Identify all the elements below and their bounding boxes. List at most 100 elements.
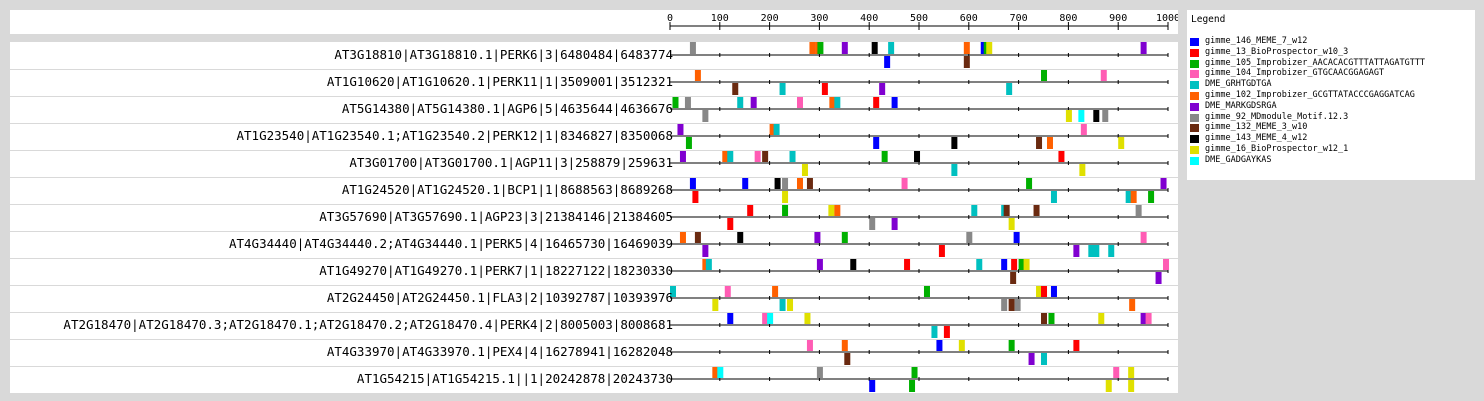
motif-hit-forward: [782, 177, 789, 189]
axis-tick-label: 100: [711, 13, 729, 24]
motif-hit-reverse: [1041, 353, 1048, 365]
legend-swatch: [1190, 124, 1199, 133]
motif-hit-forward: [873, 96, 880, 108]
motif-hit-forward: [684, 96, 691, 108]
motif-hit-forward: [841, 339, 848, 351]
axis-tick-label: 600: [960, 13, 978, 24]
motif-hit-reverse: [1046, 137, 1053, 149]
row-separator: [10, 150, 1178, 151]
motif-hit-forward: [963, 42, 970, 54]
motif-hit-forward: [677, 123, 684, 135]
motif-hit-forward: [1140, 42, 1147, 54]
row-separator: [10, 231, 1178, 232]
motif-hit-forward: [1080, 123, 1087, 135]
sequence-label: AT3G57690|AT3G57690.1|AGP23|3|21384146|2…: [319, 209, 673, 224]
motif-hit-reverse: [931, 326, 938, 338]
motif-hit-forward: [841, 42, 848, 54]
motif-hit-forward: [702, 258, 709, 270]
row-separator: [10, 366, 1178, 367]
motif-hit-reverse: [891, 218, 898, 230]
motif-hit-reverse: [1093, 245, 1100, 257]
motif-hit-forward: [809, 42, 816, 54]
axis-tick-label: 500: [910, 13, 928, 24]
motif-hit-reverse: [1079, 164, 1086, 176]
motif-hit-forward: [834, 96, 841, 108]
motif-hit-forward: [806, 177, 813, 189]
motif-hit-forward: [936, 339, 943, 351]
motif-hit-forward: [901, 177, 908, 189]
motif-hit-forward: [1113, 366, 1120, 378]
row-separator: [10, 69, 1178, 70]
motif-hit-forward: [1073, 339, 1080, 351]
motif-hit-forward: [796, 96, 803, 108]
legend-title: Legend: [1191, 14, 1226, 25]
motif-hit-reverse: [1130, 191, 1137, 203]
motif-hit-reverse: [1105, 380, 1112, 392]
motif-hit-reverse: [1073, 245, 1080, 257]
motif-hit-reverse: [1014, 299, 1021, 311]
motif-hit-reverse: [873, 137, 880, 149]
motif-hit-forward: [1058, 150, 1065, 162]
motif-hit-forward: [737, 231, 744, 243]
motif-hit-reverse: [1028, 353, 1035, 365]
motif-hit-forward: [1041, 69, 1048, 81]
motif-hit-forward: [881, 150, 888, 162]
motif-hit-forward: [796, 177, 803, 189]
motif-hit-reverse: [732, 83, 739, 95]
motif-hit-forward: [1041, 285, 1048, 297]
motif-hit-forward: [1098, 312, 1105, 324]
motif-hit-reverse: [727, 218, 734, 230]
motif-hit-forward: [891, 96, 898, 108]
motif-hit-forward: [747, 204, 754, 216]
axis-tick-label: 800: [1059, 13, 1077, 24]
legend-swatch: [1190, 102, 1199, 111]
legend-swatch: [1190, 92, 1199, 100]
motif-hit-reverse: [821, 83, 828, 95]
sequence-label: AT1G49270|AT1G49270.1|PERK7|1|18227122|1…: [319, 263, 673, 278]
sequence-label: AT4G33970|AT4G33970.1|PEX4|4|16278941|16…: [326, 344, 673, 359]
motif-hit-forward: [829, 96, 836, 108]
motif-hit-forward: [1140, 312, 1147, 324]
sequence-label: AT3G01700|AT3G01700.1|AGP11|3|258879|259…: [349, 155, 673, 170]
motif-hit-forward: [769, 123, 776, 135]
axis-tick-label: 0: [667, 13, 673, 24]
motif-hit-forward: [914, 150, 921, 162]
motif-hit-forward: [722, 150, 729, 162]
legend-label: gimme_146_MEME_7_w12: [1205, 36, 1308, 46]
motif-hit-forward: [727, 150, 734, 162]
motif-hit-reverse: [1008, 218, 1015, 230]
legend-swatch: [1190, 135, 1199, 144]
row-separator: [10, 177, 1178, 178]
motif-hit-forward: [834, 204, 841, 216]
motif-hit-reverse: [909, 380, 916, 392]
motif-hit-reverse: [702, 245, 709, 257]
sequence-label: AT2G24450|AT2G24450.1|FLA3|2|10392787|10…: [326, 290, 673, 305]
sequence-label: AT5G14380|AT5G14380.1|AGP6|5|4635644|463…: [341, 101, 673, 116]
legend-label: gimme_104_Improbizer_GTGCAACGGAGAGT: [1205, 68, 1385, 79]
motif-hit-reverse: [1050, 191, 1057, 203]
motif-hit-reverse: [779, 299, 786, 311]
motif-hit-reverse: [1108, 245, 1115, 257]
motif-hit-forward: [1140, 231, 1147, 243]
motif-hit-forward: [762, 312, 769, 324]
motif-hit-reverse: [869, 218, 876, 230]
motif-hit-forward: [689, 42, 696, 54]
motif-hit-forward: [804, 312, 811, 324]
motif-hit-forward: [1001, 258, 1008, 270]
motif-hit-forward: [1026, 177, 1033, 189]
motif-hit-reverse: [869, 380, 876, 392]
motif-hit-forward: [816, 366, 823, 378]
motif-hit-reverse: [1129, 299, 1136, 311]
motif-hit-reverse: [702, 110, 709, 122]
motif-hit-forward: [767, 312, 774, 324]
motif-hit-reverse: [782, 191, 789, 203]
legend-swatch: [1190, 70, 1199, 79]
axis-tick-label: 700: [1010, 13, 1028, 24]
motif-hit-forward: [1145, 312, 1152, 324]
motif-hit-forward: [1033, 204, 1040, 216]
motif-hit-reverse: [685, 137, 692, 149]
motif-hit-forward: [986, 42, 993, 54]
motif-hit-forward: [679, 231, 686, 243]
sequence-label: AT4G34440|AT4G34440.2;AT4G34440.1|PERK5|…: [228, 236, 673, 251]
legend-label: gimme_13_BioProspector_w10_3: [1205, 46, 1349, 57]
